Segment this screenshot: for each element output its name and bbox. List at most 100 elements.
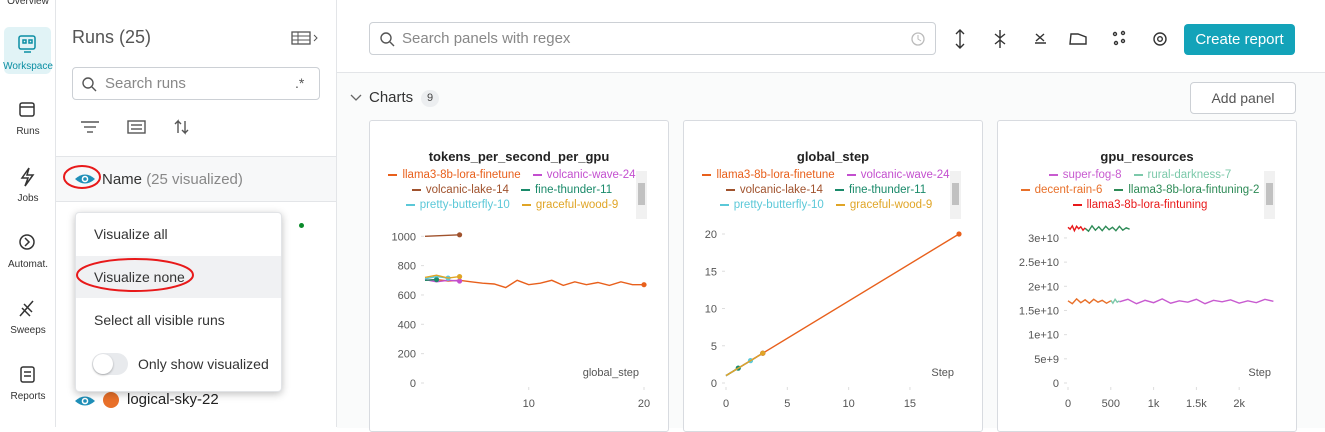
series-line [1110, 298, 1120, 305]
menu-item[interactable]: Select all visible runs [94, 312, 225, 328]
run-search[interactable]: Search runs .* [72, 67, 320, 100]
nav-bar: Overview Workspace Runs Jobs Automat. Sw… [0, 0, 56, 427]
series-line [725, 352, 764, 377]
legend-label: super-fog-8 [1062, 169, 1122, 181]
series-line [1067, 297, 1112, 305]
legend-entry[interactable]: pretty-butterfly-10 [405, 198, 510, 213]
chart-title: gpu_resources [1100, 149, 1194, 164]
legend-entry[interactable]: volcanic-lake-14 [411, 183, 509, 198]
series-line [725, 352, 764, 377]
y-tick-label: 2.5e+10 [1019, 257, 1059, 269]
series-line [1084, 224, 1130, 233]
legend: llama3-8b-lora-finetune volcanic-wave-24 v… [388, 168, 636, 213]
legend-swatch [719, 203, 729, 206]
legend-label: graceful-wood-9 [849, 199, 933, 211]
legend-entry[interactable]: volcanic-wave-24 [532, 168, 636, 183]
nav-item[interactable]: Overview [7, 0, 49, 7]
legend-entry[interactable]: llama3-8b-lora-fintuning [1072, 198, 1207, 213]
x-tick-label: 1.5k [1186, 398, 1207, 410]
y-tick-label: 400 [398, 319, 416, 331]
create-report-button[interactable]: Create report [1184, 24, 1295, 55]
add-panel-button[interactable]: Add panel [1190, 82, 1296, 114]
y-tick-label: 200 [398, 349, 416, 361]
legend-swatch [846, 173, 856, 176]
y-tick-label: 800 [398, 261, 416, 273]
legend-entry[interactable]: super-fog-8 [1048, 168, 1122, 183]
legend-label: pretty-butterfly-10 [733, 199, 824, 211]
legend-swatch [405, 203, 415, 206]
eye-icon[interactable] [74, 393, 96, 409]
run-tools[interactable] [80, 118, 210, 138]
nav-item[interactable]: Workspace [3, 61, 53, 72]
collapse-icon[interactable] [350, 93, 362, 103]
end-marker [456, 232, 463, 238]
legend: super-fog-8 rural-darkness-7 decent-rain-6… [1016, 168, 1264, 213]
search-icon [82, 77, 97, 92]
legend-entry[interactable]: graceful-wood-9 [835, 198, 933, 213]
x-tick-label: 500 [1102, 398, 1120, 410]
scroll-thumb[interactable] [638, 183, 645, 205]
legend-scrollbar[interactable] [1264, 171, 1275, 219]
legend-entry[interactable]: volcanic-wave-24 [846, 168, 950, 183]
search-placeholder: Search runs [105, 75, 186, 92]
legend-scrollbar[interactable] [636, 171, 647, 219]
end-marker [445, 275, 451, 281]
regex-toggle[interactable]: .* [295, 75, 305, 91]
y-tick-label: 1e+10 [1028, 330, 1059, 342]
legend-entry[interactable]: fine-thunder-11 [834, 183, 926, 198]
nav-item[interactable]: Sweeps [10, 325, 46, 336]
run-name[interactable]: logical-sky-22 [127, 391, 219, 408]
legend: llama3-8b-lora-finetune volcanic-wave-24 v… [702, 168, 950, 213]
toggle[interactable] [92, 353, 128, 375]
panel-tools[interactable] [950, 28, 1170, 50]
legend-entry[interactable]: llama3-8b-lora-fintuning-2 [1114, 183, 1259, 198]
x-tick-label: 0 [723, 398, 729, 410]
scroll-thumb[interactable] [1266, 183, 1273, 205]
series-line [424, 278, 460, 283]
nav-item[interactable]: Jobs [17, 193, 39, 204]
legend-entry[interactable]: decent-rain-6 [1020, 183, 1102, 198]
y-tick-label: 0 [410, 378, 416, 390]
series-line [1119, 298, 1274, 305]
legend-entry[interactable]: llama3-8b-lora-finetune [702, 168, 835, 183]
end-marker [760, 350, 766, 356]
nav-item[interactable]: Runs [16, 126, 40, 137]
table-toggle[interactable] [291, 30, 321, 48]
panel-search[interactable]: Search panels with regex [369, 22, 936, 55]
series-line [424, 234, 460, 237]
y-tick-label: 15 [705, 266, 717, 278]
x-tick-label: 5 [784, 398, 790, 410]
menu-item[interactable]: Visualize all [94, 226, 168, 242]
scroll-thumb[interactable] [952, 183, 959, 205]
series-line [1067, 224, 1086, 233]
legend-swatch [520, 188, 530, 191]
x-tick-label: 15 [904, 398, 916, 410]
legend-entry[interactable]: rural-darkness-7 [1133, 168, 1231, 183]
legend-entry[interactable]: llama3-8b-lora-finetune [388, 168, 521, 183]
runs-header [56, 156, 336, 202]
legend-entry[interactable]: pretty-butterfly-10 [719, 198, 824, 213]
nav-item[interactable]: Reports [10, 391, 46, 402]
series-line [424, 278, 437, 281]
y-tick-label: 3e+10 [1028, 233, 1059, 245]
legend-entry[interactable]: graceful-wood-9 [521, 198, 618, 213]
legend-scrollbar[interactable] [950, 171, 961, 219]
run-color[interactable] [103, 392, 119, 408]
legend-label: llama3-8b-lora-finetune [716, 169, 835, 181]
legend-entry[interactable]: fine-thunder-11 [520, 183, 613, 198]
name-header: Name (25 visualized) [102, 171, 243, 188]
legend-label: fine-thunder-11 [534, 184, 613, 196]
eye-icon[interactable] [74, 171, 96, 187]
x-axis-label: Step [931, 367, 954, 379]
history-icon[interactable] [910, 31, 926, 47]
legend-entry[interactable]: volcanic-lake-14 [725, 183, 823, 198]
series-line [424, 278, 644, 289]
y-tick-label: 1.5e+10 [1019, 305, 1059, 317]
menu-item[interactable]: Visualize none [76, 256, 281, 298]
y-tick-label: 600 [398, 290, 416, 302]
nav-item[interactable]: Automat. [7, 259, 49, 270]
legend-swatch [532, 173, 542, 176]
y-tick-label: 5e+9 [1034, 354, 1059, 366]
x-tick-label: 10 [523, 398, 535, 410]
